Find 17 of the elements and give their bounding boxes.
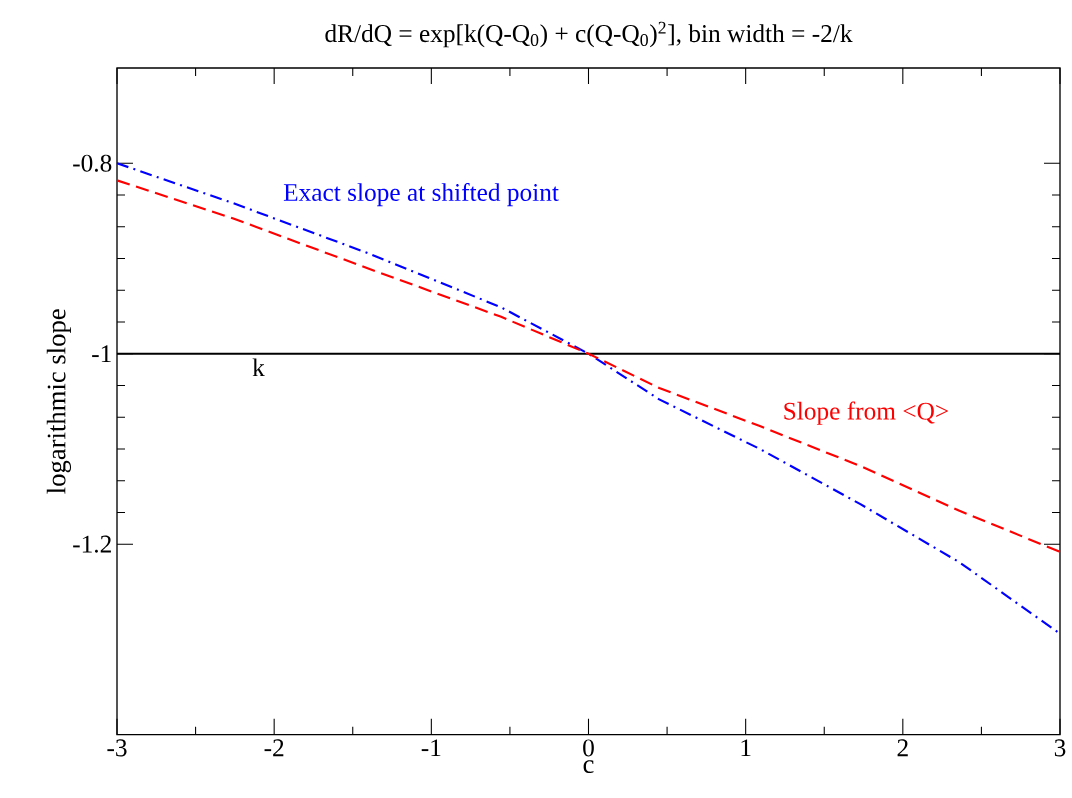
y-tick-label: -1.2	[73, 535, 111, 553]
x-axis-title: c	[583, 760, 594, 774]
line-series	[115, 179, 1062, 553]
x-tick-label: -3	[107, 739, 127, 757]
x-tick-label: 2	[897, 739, 908, 757]
x-tick-label: 0	[583, 739, 594, 757]
ref-line-label: k	[252, 358, 265, 376]
y-tick-label: -1	[92, 345, 111, 363]
series-label: Slope from <Q>	[784, 401, 948, 425]
series-label: Exact slope at shifted point	[283, 182, 559, 207]
chart-title: dR/dQ = exp[k(Q-Q$_{0}$) + c(Q-Q$_{0}$)$^{2}$], bin width = -2/k	[325, 21, 853, 48]
x-tick-label: -1	[421, 739, 441, 757]
x-tick-label: 3	[1054, 739, 1066, 757]
x-tick-label: 1	[741, 739, 751, 757]
y-tick-label: -0.8	[73, 154, 112, 172]
x-tick-label: -2	[264, 739, 284, 757]
y-axis-title: logarithmic slope	[46, 309, 72, 494]
